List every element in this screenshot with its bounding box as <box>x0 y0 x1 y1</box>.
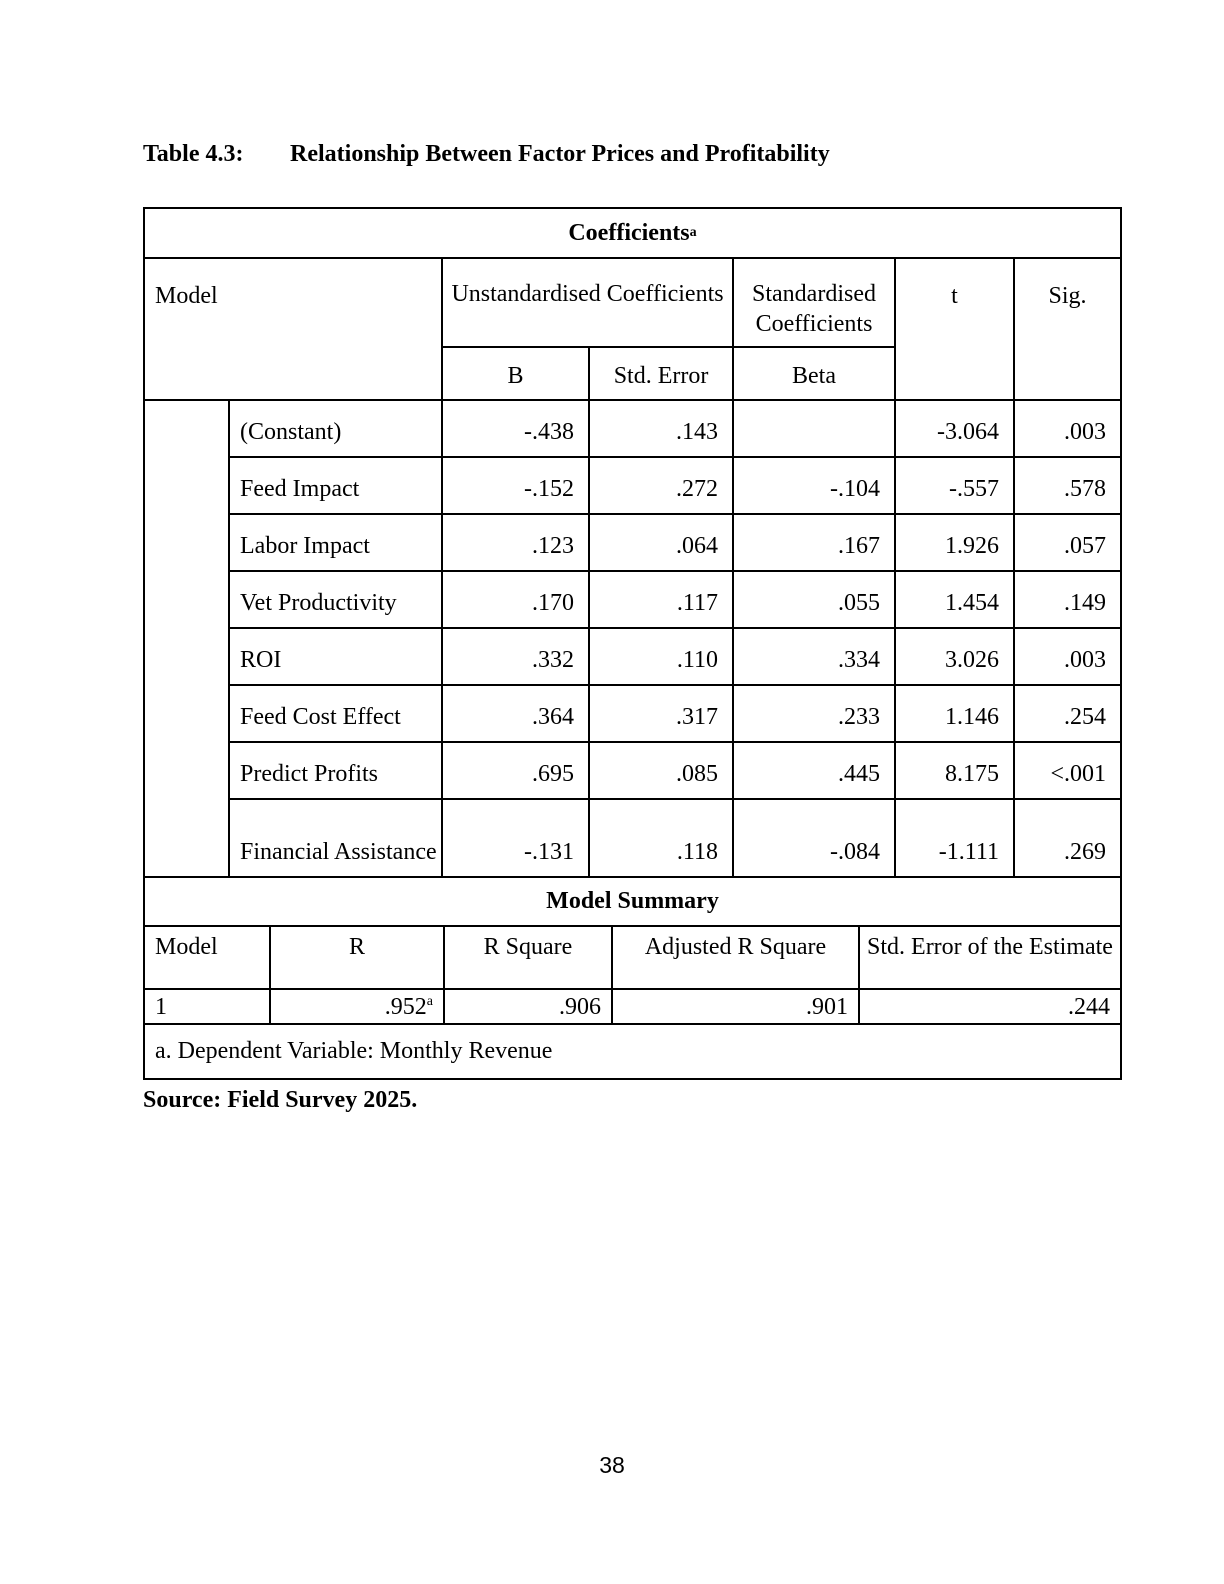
cell-std-error: .117 <box>588 570 735 629</box>
cell-sig: .578 <box>1013 456 1121 515</box>
table-row-labor-impact: Labor Impact .123 .064 .167 1.926 .057 <box>145 513 1121 572</box>
model-summary-title: Model Summary <box>145 876 1120 927</box>
cell-model-number: 1 <box>145 988 271 1023</box>
model-summary-header-row: Model R R Square Adjusted R Square Std. … <box>145 927 1120 990</box>
cell-sig: <.001 <box>1013 741 1121 800</box>
cell-sig: .003 <box>1013 627 1121 686</box>
column-header-model: Model <box>145 927 271 990</box>
cell-beta: .055 <box>732 570 897 629</box>
cell-std-error-estimate: .244 <box>858 988 1120 1023</box>
cell-beta: -.084 <box>732 798 897 876</box>
cell-sig: .254 <box>1013 684 1121 743</box>
cell-t: 1.926 <box>894 513 1016 572</box>
cell-b: .332 <box>441 627 591 686</box>
cell-std-error: .272 <box>588 456 735 515</box>
column-header-std-error-estimate: Std. Error of the Estimate <box>858 927 1120 990</box>
cell-r: .952a <box>269 988 445 1023</box>
source-note: Source: Field Survey 2025. <box>143 1087 418 1113</box>
table-row-constant: (Constant) -.438 .143 -3.064 .003 <box>145 399 1121 876</box>
cell-predictor: Financial Assistance <box>229 798 444 876</box>
cell-r-square: .906 <box>443 988 613 1023</box>
cell-t: -1.111 <box>894 798 1016 876</box>
column-header-beta: Beta <box>732 346 896 401</box>
table-footnote: a. Dependent Variable: Monthly Revenue <box>145 1023 1120 1078</box>
cell-std-error: .085 <box>588 741 735 800</box>
cell-std-error: .143 <box>588 399 735 458</box>
r-superscript: a <box>426 993 433 1009</box>
cell-sig: .003 <box>1013 399 1121 458</box>
cell-t: 3.026 <box>894 627 1016 686</box>
cell-predictor: Labor Impact <box>229 513 444 572</box>
cell-sig: .149 <box>1013 570 1121 629</box>
table-row-vet-productivity: Vet Productivity .170 .117 .055 1.454 .1… <box>145 570 1121 629</box>
cell-b: -.438 <box>441 399 591 458</box>
cell-std-error: .118 <box>588 798 735 876</box>
column-header-standardised-coefficients: Standardised Coefficients <box>732 259 897 348</box>
column-header-r-square: R Square <box>443 927 613 990</box>
column-header-r: R <box>269 927 445 990</box>
cell-beta: .445 <box>732 741 897 800</box>
coefficients-table-title: Coefficients a <box>145 209 1120 259</box>
cell-std-error: .110 <box>588 627 735 686</box>
cell-predictor: Feed Impact <box>229 456 444 515</box>
table-row-financial-assistance: Financial Assistance -.131 .118 -.084 -1… <box>145 798 1121 876</box>
cell-sig: .057 <box>1013 513 1121 572</box>
table-row-feed-impact: Feed Impact -.152 .272 -.104 -.557 .578 <box>145 456 1121 515</box>
table-row-roi: ROI .332 .110 .334 3.026 .003 <box>145 627 1121 686</box>
cell-adjusted-r-square: .901 <box>611 988 860 1023</box>
table-row-predict-profits: Predict Profits .695 .085 .445 8.175 <.0… <box>145 741 1121 800</box>
cell-std-error: .317 <box>588 684 735 743</box>
column-header-model: Model <box>145 259 444 401</box>
cell-beta: -.104 <box>732 456 897 515</box>
column-header-b: B <box>442 346 591 401</box>
cell-b: .170 <box>441 570 591 629</box>
cell-b: .695 <box>441 741 591 800</box>
cell-t: -3.064 <box>894 399 1016 458</box>
coefficients-header-row-2: B Std. Error Beta <box>145 346 1120 401</box>
cell-b: -.131 <box>441 798 591 876</box>
column-header-std-error: Std. Error <box>588 346 735 401</box>
page-number: 38 <box>599 1452 625 1478</box>
cell-t: 1.454 <box>894 570 1016 629</box>
column-header-unstandardised-coefficients: Unstandardised Coefficients <box>441 259 735 348</box>
cell-beta: .233 <box>732 684 897 743</box>
table-caption: Table 4.3: Relationship Between Factor Pr… <box>143 141 830 168</box>
cell-predictor: (Constant) <box>227 399 444 458</box>
cell-t: 1.146 <box>894 684 1016 743</box>
cell-predictor: Vet Productivity <box>229 570 444 629</box>
cell-beta <box>732 399 897 458</box>
cell-b: -.152 <box>441 456 591 515</box>
table-caption-title: Relationship Between Factor Prices and P… <box>290 141 830 167</box>
coefficients-header-row-1: Model Unstandardised Coefficients Standa… <box>145 259 1121 401</box>
table-row-feed-cost-effect: Feed Cost Effect .364 .317 .233 1.146 .2… <box>145 684 1121 743</box>
model-summary-data-row: 1 .952a .906 .901 .244 <box>145 988 1120 1023</box>
cell-t: 8.175 <box>894 741 1016 800</box>
r-value: .952 <box>384 993 427 1020</box>
cell-predictor: ROI <box>229 627 444 686</box>
cell-sig: .269 <box>1013 798 1121 876</box>
cell-std-error: .064 <box>588 513 735 572</box>
cell-beta: .334 <box>732 627 897 686</box>
statistics-table: Coefficients a Model Unstandardised Coeff… <box>143 207 1122 1080</box>
coefficients-table-grid: Model Unstandardised Coefficients Standa… <box>145 259 1121 876</box>
coefficients-title-text: Coefficients <box>568 219 690 246</box>
cell-beta: .167 <box>732 513 897 572</box>
column-header-sig: Sig. <box>1013 259 1121 401</box>
model-number-stub-cell <box>145 399 230 876</box>
cell-predictor: Feed Cost Effect <box>229 684 444 743</box>
column-header-t: t <box>894 259 1016 401</box>
cell-t: -.557 <box>894 456 1016 515</box>
cell-b: .364 <box>441 684 591 743</box>
column-header-adjusted-r-square: Adjusted R Square <box>611 927 860 990</box>
cell-predictor: Predict Profits <box>229 741 444 800</box>
cell-b: .123 <box>441 513 591 572</box>
model-summary-grid: Model R R Square Adjusted R Square Std. … <box>145 927 1120 1023</box>
table-caption-label: Table 4.3: <box>143 141 244 167</box>
